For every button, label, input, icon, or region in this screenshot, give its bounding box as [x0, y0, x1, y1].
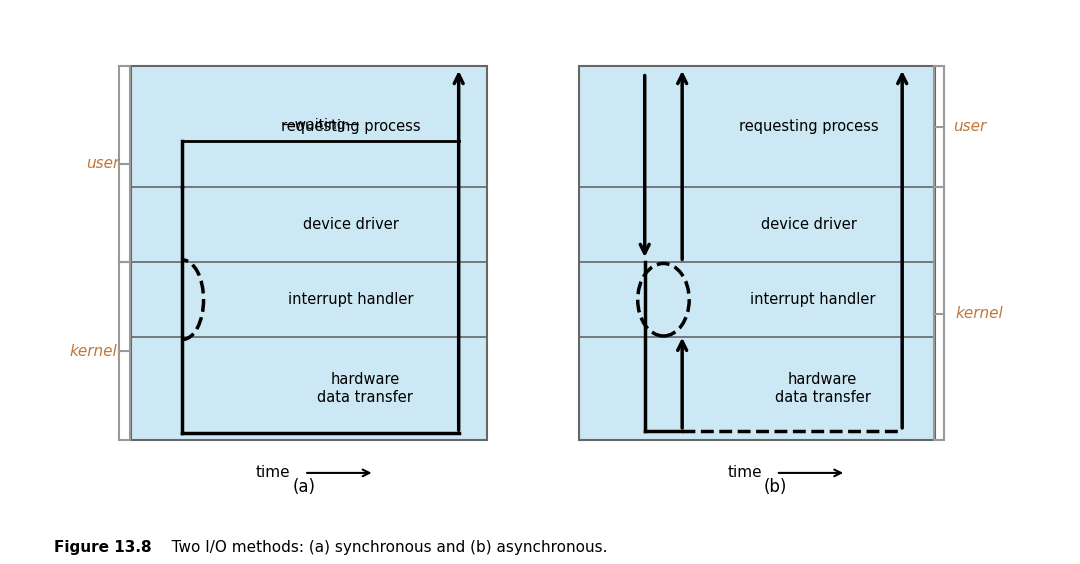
Text: hardware
data transfer: hardware data transfer — [774, 372, 870, 405]
Text: Figure 13.8: Figure 13.8 — [54, 540, 151, 554]
Bar — [579, 65, 935, 440]
Text: (b): (b) — [765, 478, 787, 496]
Text: user: user — [86, 156, 120, 171]
Bar — [131, 65, 487, 440]
Text: Two I/O methods: (a) synchronous and (b) asynchronous.: Two I/O methods: (a) synchronous and (b)… — [157, 540, 607, 554]
Text: hardware
data transfer: hardware data transfer — [318, 372, 413, 405]
Text: device driver: device driver — [760, 217, 856, 232]
Text: time: time — [256, 465, 291, 481]
Text: interrupt handler: interrupt handler — [288, 292, 414, 307]
Text: user: user — [954, 119, 987, 134]
Text: time: time — [727, 465, 761, 481]
Text: (a): (a) — [293, 478, 315, 496]
Text: kernel: kernel — [70, 343, 118, 359]
Text: kernel: kernel — [956, 306, 1003, 321]
Text: device driver: device driver — [303, 217, 399, 232]
Text: requesting process: requesting process — [739, 119, 878, 134]
Text: requesting process: requesting process — [281, 119, 421, 134]
Text: interrupt handler: interrupt handler — [751, 292, 876, 307]
Text: —waiting—: —waiting— — [282, 118, 360, 132]
